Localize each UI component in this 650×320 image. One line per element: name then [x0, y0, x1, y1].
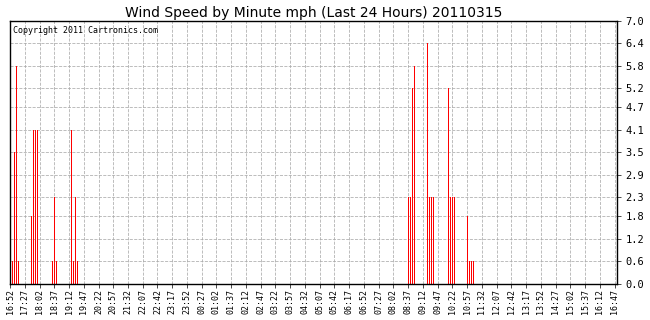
Text: Copyright 2011 Cartronics.com: Copyright 2011 Cartronics.com	[13, 26, 158, 35]
Title: Wind Speed by Minute mph (Last 24 Hours) 20110315: Wind Speed by Minute mph (Last 24 Hours)…	[125, 5, 502, 20]
